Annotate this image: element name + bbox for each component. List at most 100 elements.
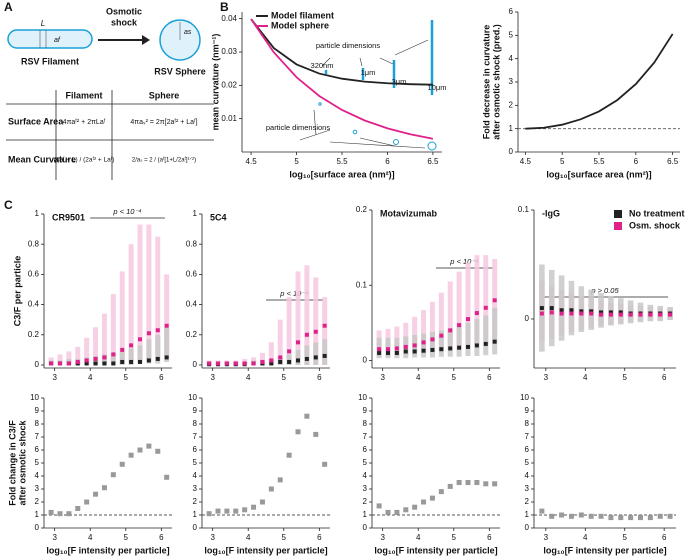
point: [233, 508, 239, 514]
y-tick-label: 1: [35, 510, 40, 519]
median-marker: [589, 309, 594, 314]
point: [412, 504, 418, 510]
panel-letter: B: [220, 0, 229, 14]
median-marker: [483, 341, 488, 346]
x-tick-label: 4.5: [520, 157, 532, 166]
median-marker: [430, 337, 435, 342]
median-marker: [287, 359, 292, 364]
y-tick-label: 10: [520, 393, 529, 402]
median-marker: [111, 361, 116, 366]
x-tick-label: 3: [544, 373, 549, 382]
x-tick-label: 4: [583, 533, 588, 542]
y-tick-label: 0.03: [221, 47, 237, 56]
median-marker: [448, 328, 453, 333]
range-bar: [456, 271, 462, 349]
y-tick-label: 6: [363, 445, 368, 454]
x-tick-label: 5: [452, 533, 457, 542]
y-tick-label: 0.8: [28, 239, 40, 248]
y-tick-label: 4: [35, 471, 40, 480]
legend-swatch: [614, 222, 622, 230]
median-marker: [421, 340, 426, 345]
x-tick-label: 5: [622, 533, 627, 542]
line: [525, 33, 674, 130]
median-marker: [474, 343, 479, 348]
range-bar: [558, 275, 565, 341]
y-tick-label: 3: [525, 484, 530, 493]
significance-label: p < 10⁻⁴: [449, 257, 478, 266]
median-marker: [138, 359, 142, 364]
y-tick-label: 3: [509, 77, 514, 86]
point: [598, 513, 604, 519]
point: [568, 513, 574, 519]
point: [539, 508, 545, 514]
y-tick-label: 10: [30, 393, 39, 402]
annotation: particle dimensions: [266, 123, 330, 132]
median-marker: [377, 347, 382, 352]
range-bar: [84, 337, 90, 365]
point: [394, 509, 400, 515]
range-bar: [322, 297, 328, 365]
y-tick-label: 1: [363, 510, 368, 519]
x-tick-label: 6: [487, 533, 492, 542]
range-bar: [277, 319, 283, 365]
arrow-head: [142, 35, 150, 45]
x-axis-label: log₁₀[F intensity per particle]: [543, 545, 666, 555]
median-marker: [216, 361, 220, 366]
median-marker: [483, 305, 488, 310]
table-cell: 4πaₛ² = 2π[2aᶠ² + Laᶠ]: [130, 119, 197, 126]
panel-letter: C: [4, 198, 13, 212]
median-marker: [251, 361, 256, 366]
x-tick-label: 5: [282, 533, 287, 542]
x-tick-label: 6: [317, 533, 322, 542]
median-marker: [84, 361, 89, 366]
median-marker: [207, 361, 212, 366]
y-tick-label: 0: [35, 360, 40, 369]
y-tick-label: 3: [35, 484, 40, 493]
median-marker: [146, 331, 151, 336]
x-tick-label: 6: [159, 373, 164, 382]
median-marker: [559, 308, 564, 313]
median-marker: [439, 347, 444, 352]
x-axis-label: log₁₀[F intensity per particle]: [46, 545, 169, 555]
median-marker: [579, 309, 584, 314]
median-marker: [386, 347, 390, 352]
range-bar: [598, 292, 604, 328]
y-tick-label: 4: [509, 54, 514, 63]
y-tick-label: 8: [193, 419, 198, 428]
x-tick-label: 6: [385, 157, 390, 166]
line: [250, 18, 433, 86]
point: [313, 431, 319, 437]
median-marker: [84, 358, 89, 363]
range-bar: [155, 334, 161, 364]
point: [155, 448, 161, 454]
range-bar: [146, 224, 152, 361]
range-bar: [101, 313, 107, 364]
filament-shape: [7, 29, 93, 49]
x-tick-label: 4: [246, 533, 251, 542]
y-tick-label: 9: [525, 406, 530, 415]
median-marker: [569, 308, 574, 313]
y-tick-label: 6: [525, 445, 530, 454]
median-marker: [658, 312, 663, 317]
median-marker: [394, 350, 399, 355]
range-bar: [57, 354, 63, 365]
range-bar: [421, 333, 427, 358]
y-tick-label: 8: [35, 419, 40, 428]
median-marker: [164, 323, 169, 328]
range-bar: [155, 236, 161, 359]
median-marker: [93, 361, 98, 366]
median-marker: [579, 311, 584, 316]
median-marker: [549, 310, 554, 315]
significance-label: p > 0.05: [590, 286, 619, 295]
median-marker: [49, 361, 54, 366]
range-bar: [474, 319, 480, 356]
y-tick-label: 5: [525, 458, 530, 467]
y-tick-label: 1: [193, 209, 198, 218]
point: [224, 508, 230, 514]
dim-label: af: [54, 37, 61, 44]
y-tick-label: 2: [363, 497, 368, 506]
x-tick-label: 5.5: [593, 157, 605, 166]
point: [215, 508, 221, 514]
table-row-label: Mean Curvature: [8, 154, 76, 164]
x-tick-label: 5: [124, 373, 129, 382]
